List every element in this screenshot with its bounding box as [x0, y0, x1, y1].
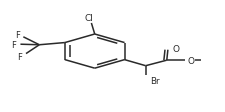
Text: F: F	[15, 30, 20, 39]
Text: Br: Br	[150, 76, 159, 85]
Text: O: O	[187, 56, 194, 65]
Text: F: F	[11, 40, 16, 49]
Text: Cl: Cl	[84, 14, 93, 23]
Text: F: F	[17, 53, 22, 62]
Text: O: O	[172, 44, 179, 53]
